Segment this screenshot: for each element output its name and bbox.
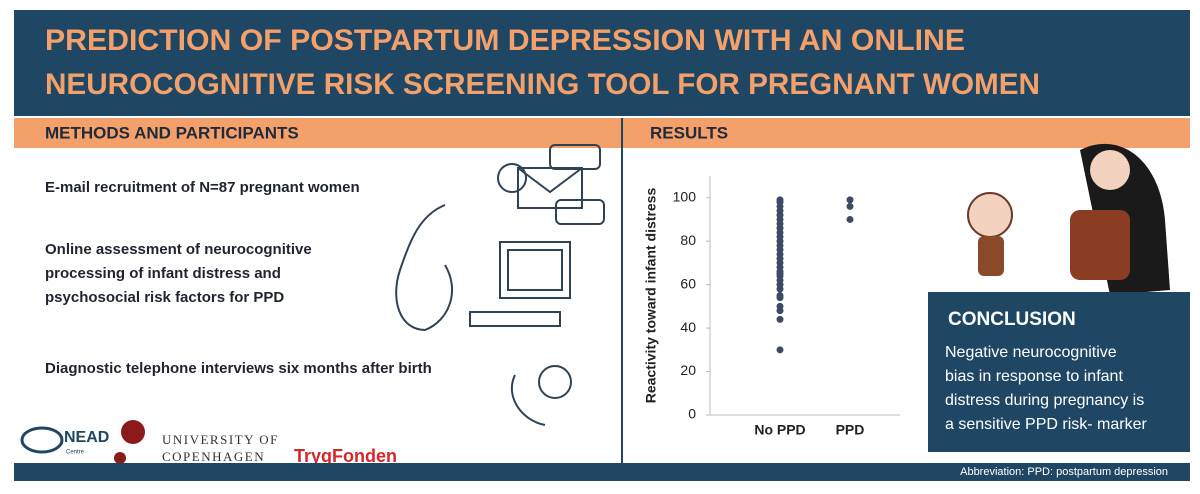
icons [395, 144, 605, 426]
y-tick-label: 20 [680, 362, 696, 378]
y-tick-label: 0 [688, 406, 696, 422]
conclusion-line: distress during pregnancy is [945, 392, 1144, 409]
illustration [967, 143, 1170, 295]
method-item: E-mail recruitment of N=87 pregnant wome… [45, 179, 360, 196]
y-tick-label: 80 [680, 232, 696, 248]
conclusion-box [928, 292, 1190, 452]
footer-note: Abbreviation: PPD: postpartum depression [960, 466, 1168, 478]
data-point [776, 346, 784, 354]
logo-text: COPENHAGEN [162, 449, 265, 464]
x-tick-label: No PPD [754, 422, 805, 438]
y-tick-label: 40 [680, 319, 696, 335]
section-heading: METHODS AND PARTICIPANTS [45, 123, 299, 142]
logo-text: TrygFonden [294, 446, 397, 466]
method-item: Online assessment of neurocognitive [45, 241, 312, 258]
conclusion-line: a sensitive PPD risk- marker [945, 416, 1147, 433]
data-point [776, 302, 784, 310]
header-band [14, 10, 1190, 116]
title-line: NEUROCOGNITIVE RISK SCREENING TOOL FOR P… [45, 68, 1040, 101]
section-heading: RESULTS [650, 123, 728, 142]
data-point [776, 315, 784, 323]
data-point [776, 196, 784, 204]
conclusion-line: bias in response to infant [945, 368, 1123, 385]
data-point [846, 202, 854, 210]
x-tick-label: PPD [836, 422, 865, 438]
logo-text: Centre [66, 450, 85, 456]
y-axis-label: Reactivity toward infant distress [643, 188, 659, 404]
data-point [846, 215, 854, 223]
logo-text: NEAD [64, 429, 109, 446]
y-tick-label: 100 [673, 188, 697, 204]
footer-band [14, 463, 1190, 481]
y-tick-label: 60 [680, 275, 696, 291]
section-band [14, 118, 1190, 148]
method-item: Diagnostic telephone interviews six mont… [45, 360, 432, 377]
logos: NEAD Centre UNIVERSITY OF COPENHAGEN Try… [20, 420, 397, 466]
title-line: PREDICTION OF POSTPARTUM DEPRESSION WITH… [45, 24, 965, 57]
method-item: psychosocial risk factors for PPD [45, 289, 284, 306]
conclusion-heading: CONCLUSION [948, 309, 1076, 330]
method-item: processing of infant distress and [45, 265, 281, 282]
logo-text: UNIVERSITY OF [162, 432, 279, 447]
conclusion-line: Negative neurocognitive [945, 344, 1117, 361]
data-point [846, 196, 854, 204]
data-point [776, 292, 784, 299]
